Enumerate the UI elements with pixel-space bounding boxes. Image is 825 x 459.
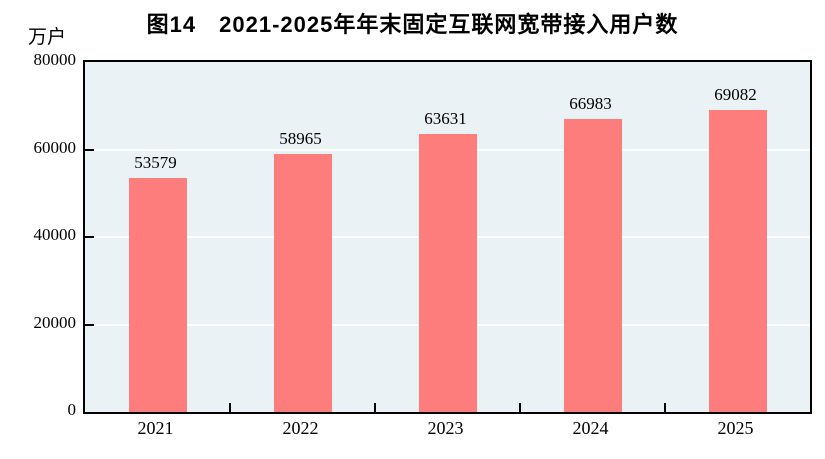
y-axis-tick-mark <box>85 323 94 326</box>
bar-value-label: 69082 <box>714 85 757 104</box>
y-axis-tick-label: 40000 <box>33 225 77 244</box>
x-axis-tick-mark <box>374 403 376 412</box>
y-axis-tick-label: 20000 <box>33 312 77 332</box>
x-axis-tick-mark <box>229 403 231 412</box>
x-axis-tick-mark <box>519 403 521 412</box>
y-axis-unit-label: 万户 <box>28 27 67 48</box>
x-axis-tick-label: 2025 <box>717 418 754 438</box>
plot-area <box>83 60 812 414</box>
x-axis-tick-label: 2023 <box>427 418 464 438</box>
y-axis-tick-label: 60000 <box>33 137 77 157</box>
x-axis-tick-label: 2021 <box>137 418 174 438</box>
x-axis-tick-label: 2024 <box>572 418 609 438</box>
bar-value-label: 53579 <box>134 153 177 172</box>
bar-value-label: 66983 <box>569 94 612 113</box>
bar-value-label: 63631 <box>424 109 467 128</box>
x-axis-tick-label: 2022 <box>282 418 319 438</box>
bar <box>128 178 187 412</box>
y-axis-tick-label: 80000 <box>33 50 77 69</box>
bar <box>563 119 622 412</box>
bar <box>273 154 332 412</box>
chart-title: 图14 2021-2025年年末固定互联网宽带接入用户数 <box>146 12 679 37</box>
y-axis-tick-mark <box>85 236 94 238</box>
y-axis-tick-mark <box>85 148 94 151</box>
bar <box>418 134 477 412</box>
bar <box>708 110 767 412</box>
bar-value-label: 58965 <box>279 129 322 148</box>
y-axis-tick-label: 0 <box>67 400 77 419</box>
x-axis-tick-mark <box>664 403 666 412</box>
